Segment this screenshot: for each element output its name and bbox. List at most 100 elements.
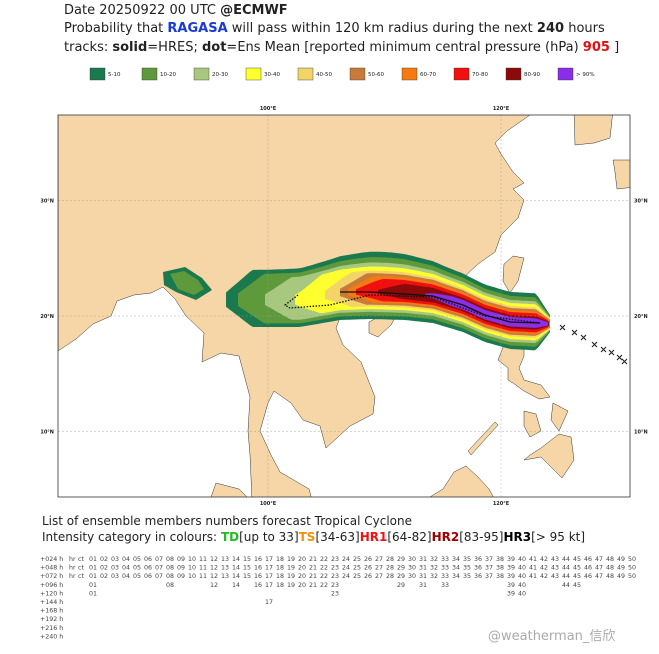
member-number: 43 <box>551 565 559 572</box>
member-number: 39 <box>507 565 515 572</box>
member-number: 13 <box>221 565 229 572</box>
intensity-label: TS <box>299 530 316 544</box>
row-hour: +216 h <box>40 625 63 632</box>
intensity-label: TD <box>221 530 239 544</box>
member-number: 22 <box>320 565 328 572</box>
member-number: 40 <box>518 573 526 580</box>
member-number: 16 <box>254 556 262 563</box>
member-number: 46 <box>584 565 592 572</box>
member-number: 37 <box>485 565 493 572</box>
member-number: 15 <box>243 565 251 572</box>
member-number: 38 <box>496 565 504 572</box>
source: @ECMWF <box>220 3 288 18</box>
member-number: 17 <box>265 573 273 580</box>
legend-label: 40-50 <box>316 72 332 78</box>
member-number: 01 <box>89 590 97 597</box>
intensity-label: HR1 <box>360 530 388 544</box>
member-number: 07 <box>155 556 163 563</box>
storm-name: RAGASA <box>167 21 227 36</box>
member-number: 03 <box>111 573 119 580</box>
member-number: 10 <box>188 556 196 563</box>
member-number: 31 <box>419 565 427 572</box>
member-number: 35 <box>463 556 471 563</box>
member-number: 20 <box>298 556 306 563</box>
member-number: 48 <box>606 556 614 563</box>
text: =Ens Mean [reported minimum central pres… <box>226 40 578 55</box>
korea <box>573 115 613 146</box>
legend-swatch <box>453 67 470 81</box>
legend-label: 20-30 <box>212 72 228 78</box>
member-number: 40 <box>518 590 526 597</box>
member-number: 20 <box>298 582 306 589</box>
watermark: @weatherman_信欣 <box>488 629 615 644</box>
member-number: 35 <box>463 573 471 580</box>
member-number: 01 <box>89 556 97 563</box>
table-title: List of ensemble members numbers forecas… <box>42 514 412 528</box>
hres-track <box>340 291 541 324</box>
legend-swatch <box>89 67 106 81</box>
member-number: 14 <box>232 565 240 572</box>
member-number: 18 <box>276 573 284 580</box>
member-number: 18 <box>276 565 284 572</box>
legend-swatch <box>297 67 314 81</box>
member-number: 42 <box>540 565 548 572</box>
pressure: 905 <box>583 40 610 55</box>
member-number: 44 <box>562 573 570 580</box>
kyushu <box>612 159 630 190</box>
member-number: 13 <box>221 573 229 580</box>
member-number: 25 <box>353 573 361 580</box>
member-number: 31 <box>419 582 427 589</box>
lat-label: 20°N <box>634 314 648 320</box>
member-number: 06 <box>144 565 152 572</box>
member-number: 21 <box>309 582 317 589</box>
member-number: 36 <box>474 565 482 572</box>
member-number: 33 <box>441 565 449 572</box>
member-number: 24 <box>342 573 350 580</box>
member-number: 30 <box>408 573 416 580</box>
text: dot <box>202 40 226 55</box>
member-number: 01 <box>89 573 97 580</box>
member-number: 05 <box>133 573 141 580</box>
intensity-key: Intensity category in colours: TD[up to … <box>42 530 585 544</box>
member-number: 08 <box>166 556 174 563</box>
member-number: 32 <box>430 556 438 563</box>
member-number: 16 <box>254 582 262 589</box>
intensity-label: HR2 <box>432 530 460 544</box>
member-number: 50 <box>628 573 636 580</box>
observed-track <box>559 324 628 365</box>
lat-label: 30°N <box>40 199 54 205</box>
row-hour: +240 h <box>40 633 63 640</box>
member-number: 24 <box>342 565 350 572</box>
member-number: 23 <box>331 590 339 597</box>
visayas <box>523 410 542 438</box>
legend-swatch <box>401 67 418 81</box>
member-number: 14 <box>232 573 240 580</box>
member-number: 02 <box>100 565 108 572</box>
member-number: 37 <box>485 556 493 563</box>
text: Intensity category in colours: <box>42 530 217 544</box>
member-number: 01 <box>89 582 97 589</box>
member-number: 23 <box>331 582 339 589</box>
legend-label: > 90% <box>576 72 595 78</box>
lat-label: 10°N <box>634 430 648 436</box>
member-number: 33 <box>441 582 449 589</box>
legend-swatch <box>349 67 366 81</box>
member-number: 50 <box>628 556 636 563</box>
member-number: 19 <box>287 556 295 563</box>
member-number: 38 <box>496 573 504 580</box>
probability-swath <box>163 251 550 351</box>
lon-label: 100°E <box>260 501 277 507</box>
member-number: 11 <box>199 556 207 563</box>
member-table: +024 h hr ct 01 02 03 04 05 06 07 08 09 10 11 12 13 14 15… <box>40 556 636 640</box>
member-number: 17 <box>265 599 273 606</box>
intensity-range: [64-82] <box>387 530 431 544</box>
row-hour: +120 h <box>40 590 63 597</box>
intensity-range: [83-95] <box>459 530 503 544</box>
lon-label: 120°E <box>493 106 510 112</box>
member-number: 24 <box>342 556 350 563</box>
row-hour: +096 h <box>40 582 63 589</box>
row-hour: +048 h <box>40 565 63 572</box>
member-number: 30 <box>408 556 416 563</box>
row-hour: +024 h <box>40 556 63 563</box>
member-number: 45 <box>573 556 581 563</box>
